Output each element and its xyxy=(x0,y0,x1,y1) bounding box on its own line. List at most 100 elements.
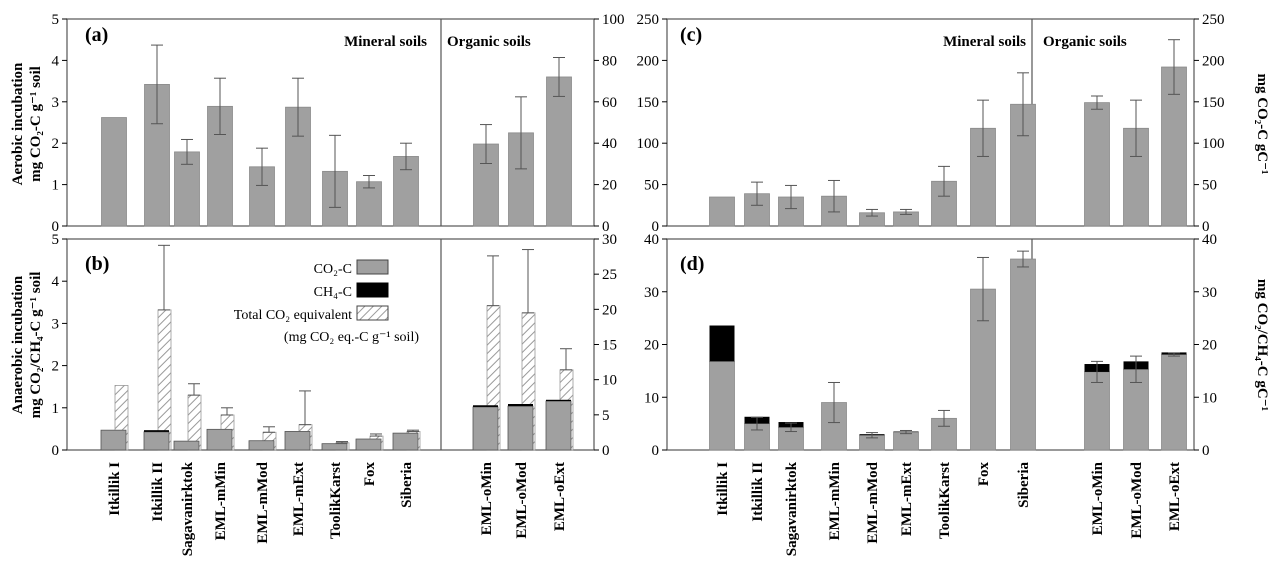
y2tick-label-d-0: 0 xyxy=(1202,443,1210,459)
category-label-left-9: EML-oMin xyxy=(479,461,495,535)
category-label-left-3: EML-mMin xyxy=(213,461,229,540)
bar-d-ch4-0 xyxy=(709,325,735,362)
plot-frame-c xyxy=(666,18,1195,227)
category-label-right-11: EML-oExt xyxy=(1167,462,1183,531)
ylabel-b-line1: Anaerobic incubation xyxy=(10,275,26,414)
ytick-label-b-5: 5 xyxy=(52,232,60,248)
region-label-mineral-a: Mineral soils xyxy=(344,34,427,50)
category-label-left-11: EML-oExt xyxy=(552,462,568,531)
y2tick-label-d-4: 40 xyxy=(1202,232,1217,248)
legend-total-label: Total CO₂ equivalent xyxy=(234,308,352,323)
ytick-label-a-4: 4 xyxy=(52,53,60,69)
y2tick-label-c-3: 150 xyxy=(1202,95,1225,111)
ytick-label-c-2: 100 xyxy=(637,136,660,152)
bar-b-total-1 xyxy=(157,309,172,451)
category-labels-right: Itkillik I Itkillik II Sagavanirktok EML-mM… xyxy=(715,461,1183,556)
bar-b-ch4-1 xyxy=(144,430,169,432)
y2tick-label-d-2: 20 xyxy=(1202,338,1217,354)
y2tick-label-b-4: 20 xyxy=(602,302,617,318)
panel-d: 0 10 20 30 40 0 10 20 30 40 xyxy=(644,232,1217,459)
category-label-left-4: EML-mMod xyxy=(255,461,271,543)
category-label-right-5: EML-mExt xyxy=(899,462,915,536)
category-label-left-7: Fox xyxy=(362,462,378,487)
category-label-left-6: ToolikKarst xyxy=(328,462,344,539)
bar-d-co2-11 xyxy=(1161,354,1187,451)
ytick-label-b-3: 3 xyxy=(52,316,60,332)
category-label-left-2: Sagavanirktok xyxy=(180,461,196,556)
category-label-right-10: EML-oMod xyxy=(1129,461,1145,538)
y2tick-label-b-1: 5 xyxy=(602,408,610,424)
legend-ch4-label: CH₄-C xyxy=(314,285,352,300)
y2tick-label-d-1: 10 xyxy=(1202,390,1217,406)
bar-b-ch4-9 xyxy=(473,405,498,407)
y2tick-label-b-3: 15 xyxy=(602,338,617,354)
ytick-label-d-3: 30 xyxy=(644,285,659,301)
bar-b-co2-11 xyxy=(545,400,572,451)
bar-b-co2-3 xyxy=(206,428,233,451)
y2tick-label-a-1: 20 xyxy=(602,178,617,194)
bar-b-co2-0 xyxy=(100,429,127,451)
ytick-label-b-1: 1 xyxy=(52,401,60,417)
y2tick-label-c-1: 50 xyxy=(1202,178,1217,194)
y2tick-label-c-5: 250 xyxy=(1202,12,1225,28)
ytick-label-c-1: 50 xyxy=(644,178,659,194)
bar-b-co2-5 xyxy=(284,431,311,451)
legend-co2-label: CO₂-C xyxy=(314,262,352,277)
y2tick-label-c-4: 200 xyxy=(1202,53,1225,69)
bar-d-co2-5 xyxy=(893,431,919,451)
ytick-label-c-4: 200 xyxy=(637,53,660,69)
bar-d-co2-0 xyxy=(709,360,735,451)
y2tick-label-a-4: 80 xyxy=(602,53,617,69)
ytick-label-d-4: 40 xyxy=(644,232,659,248)
y2tick-label-b-6: 30 xyxy=(602,232,617,248)
y2tick-label-b-5: 25 xyxy=(602,267,617,283)
panel-c: 0 50 100 150 200 250 0 50 100 150 200 250 xyxy=(637,12,1225,235)
category-label-right-7: Fox xyxy=(976,462,992,487)
region-label-organic-c: Organic soils xyxy=(1043,34,1127,50)
category-label-left-1: Itkillik II xyxy=(150,462,166,522)
bar-b-co2-9 xyxy=(472,406,499,451)
panel-label-c: (c) xyxy=(680,24,702,46)
ytick-label-a-3: 3 xyxy=(52,95,60,111)
category-label-right-6: ToolikKarst xyxy=(937,462,953,539)
category-label-left-10: EML-oMod xyxy=(514,461,530,538)
category-labels-left: Itkillik I Itkillik II Sagavanirktok EML-mM… xyxy=(107,461,568,556)
ytick-label-a-5: 5 xyxy=(52,12,60,28)
bar-a-0 xyxy=(101,117,127,227)
bar-b-co2-4 xyxy=(248,440,275,451)
bar-b-ch4-10 xyxy=(508,404,533,407)
bar-a-11 xyxy=(546,76,572,227)
category-label-right-2: Sagavanirktok xyxy=(784,461,800,556)
y2tick-label-a-0: 0 xyxy=(602,219,610,235)
bar-c-9 xyxy=(1084,102,1110,227)
ylabel-c: mg CO₂-C gC⁻¹ xyxy=(1254,73,1270,174)
bar-b-co2-2 xyxy=(173,440,200,451)
ytick-label-b-4: 4 xyxy=(52,274,60,290)
category-label-right-4: EML-mMod xyxy=(865,461,881,543)
category-label-right-0: Itkillik I xyxy=(715,462,731,516)
ytick-label-b-0: 0 xyxy=(52,443,60,459)
ylabel-b-line2: mg CO₂/CH₄-C g⁻¹ soil xyxy=(28,272,44,419)
region-label-organic-a: Organic soils xyxy=(447,34,531,50)
y2tick-label-b-0: 0 xyxy=(602,443,610,459)
category-label-left-0: Itkillik I xyxy=(107,462,123,516)
region-label-mineral-c: Mineral soils xyxy=(943,34,1026,50)
bar-b-co2-10 xyxy=(507,405,534,451)
bar-b-co2-6 xyxy=(321,443,348,451)
ytick-label-a-2: 2 xyxy=(52,136,60,152)
panel-label-d: (d) xyxy=(680,253,704,275)
category-label-left-8: Siberia xyxy=(399,462,415,508)
bar-c-10 xyxy=(1123,127,1149,227)
panel-label-b: (b) xyxy=(85,253,109,275)
legend-total-sublabel: (mg CO₂ eq.-C g⁻¹ soil) xyxy=(284,330,419,345)
legend-ch4-swatch xyxy=(356,282,389,298)
ylabel-a-line2: mg CO₂-C g⁻¹ soil xyxy=(28,66,44,182)
ytick-label-d-1: 10 xyxy=(644,390,659,406)
legend-co2-swatch xyxy=(356,259,389,275)
ytick-label-a-0: 0 xyxy=(52,219,60,235)
y2tick-label-c-2: 100 xyxy=(1202,136,1225,152)
bar-c-0 xyxy=(709,196,735,227)
bar-c-6 xyxy=(931,180,957,227)
ylabel-d: mg CO₂/CH₄-C gC⁻¹ xyxy=(1254,279,1270,411)
